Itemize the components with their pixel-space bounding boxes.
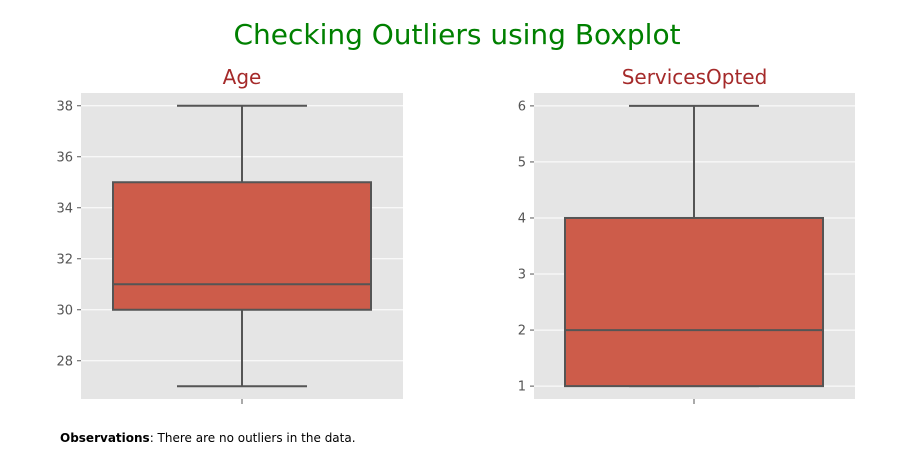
services-opted-boxplot-panel: 1 2 3 4 5 6 ServicesOpted — [518, 65, 855, 404]
observations-text: : There are no outliers in the data. — [149, 431, 356, 445]
y-tick-label: 28 — [56, 354, 73, 369]
subplot-title: Age — [223, 65, 262, 89]
iqr-box — [564, 216, 824, 388]
y-tick-label: 3 — [518, 268, 526, 283]
age-boxplot-panel: 28 30 32 34 36 38 Age — [56, 65, 403, 404]
y-tick-label: 1 — [518, 380, 526, 395]
y-tick-label: 4 — [518, 211, 526, 226]
y-tick-label: 38 — [56, 99, 73, 114]
y-tick-label: 2 — [518, 324, 526, 339]
y-tick-label: 34 — [56, 201, 73, 216]
observations-note: Observations: There are no outliers in t… — [60, 431, 356, 445]
y-tick-label: 6 — [518, 99, 526, 114]
observations-label: Observations — [60, 431, 150, 445]
y-tick-label: 5 — [518, 155, 526, 170]
figure-title: Checking Outliers using Boxplot — [233, 18, 681, 51]
y-tick-label: 36 — [56, 150, 73, 165]
iqr-box — [112, 181, 372, 311]
subplot-title: ServicesOpted — [622, 65, 768, 89]
y-tick-label: 32 — [56, 252, 73, 267]
y-tick-label: 30 — [56, 303, 73, 318]
